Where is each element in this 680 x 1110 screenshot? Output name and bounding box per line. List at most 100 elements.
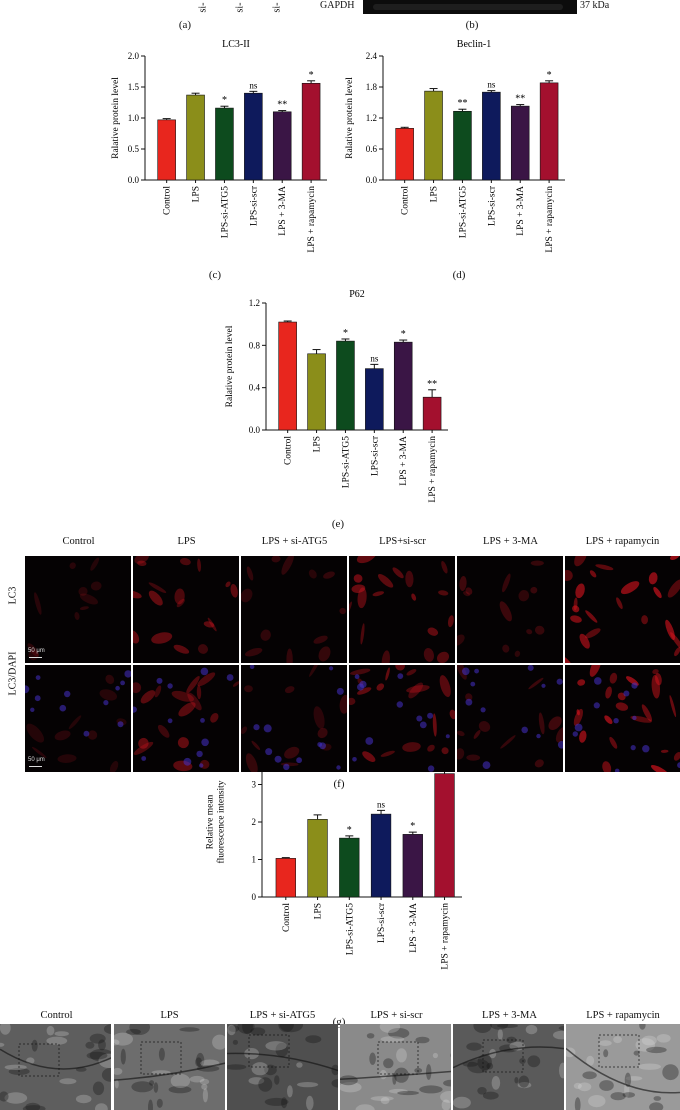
micrograph-cells xyxy=(241,556,346,663)
nucleus-dot xyxy=(574,723,583,732)
cell-signal xyxy=(534,625,545,635)
cell-signal xyxy=(459,576,467,591)
micrograph-tile xyxy=(565,665,680,772)
bar xyxy=(339,837,360,898)
em-organelle xyxy=(514,1077,519,1084)
cell-signal xyxy=(241,726,248,734)
em-organelle xyxy=(558,1025,564,1031)
cell-signal xyxy=(109,760,119,772)
nucleus-dot xyxy=(642,745,650,753)
cell-signal xyxy=(402,742,421,752)
em-organelle xyxy=(573,1082,582,1089)
significance-label: ns xyxy=(370,353,379,363)
y-tick-label: 1.8 xyxy=(366,82,378,92)
em-organelle xyxy=(86,1051,108,1060)
cell-signal xyxy=(465,693,473,701)
nucleus-dot xyxy=(359,680,367,688)
nucleus-dot xyxy=(133,706,137,713)
bar xyxy=(402,834,423,898)
cell-signal xyxy=(376,683,385,691)
nucleus-dot xyxy=(156,677,163,684)
em-organelle xyxy=(22,1105,46,1110)
cell-signal xyxy=(140,690,156,704)
western-blot-strip xyxy=(363,0,577,14)
em-organelle xyxy=(574,1097,581,1110)
em-col-3ma: LPS + 3-MA xyxy=(482,1010,537,1021)
nucleus-dot xyxy=(593,702,600,709)
em-organelle xyxy=(331,1079,338,1088)
cell-signal xyxy=(609,672,618,684)
em-organelle xyxy=(265,1041,287,1051)
panel-label-d: (d) xyxy=(452,269,466,281)
nucleus-dot xyxy=(630,745,636,751)
em-image xyxy=(0,1024,111,1110)
mic-col-si-scr: LPS+si-scr xyxy=(379,536,426,547)
nucleus-dot xyxy=(115,685,120,691)
cell-signal xyxy=(148,590,163,606)
cell-signal xyxy=(138,737,149,749)
nucleus-dot xyxy=(117,721,124,728)
nucleus-dot xyxy=(352,757,357,762)
em-zoom-box xyxy=(482,1039,524,1073)
cell-signal xyxy=(356,556,377,564)
em-zoom-box xyxy=(598,1034,640,1068)
em-organelle xyxy=(189,1075,205,1083)
cell-signal xyxy=(357,687,372,695)
em-organelle xyxy=(228,1025,240,1032)
x-tick-label: Control xyxy=(284,436,294,465)
cell-signal xyxy=(548,716,562,731)
nucleus-dot xyxy=(296,757,302,764)
em-organelle xyxy=(250,1027,266,1036)
em-organelle xyxy=(103,1024,111,1035)
nucleus-dot xyxy=(419,721,427,729)
y-tick-label: 1 xyxy=(252,855,257,865)
em-organelle xyxy=(287,1085,293,1098)
cell-signal xyxy=(178,702,196,717)
x-tick-label: LPS-si-scr xyxy=(249,185,259,226)
em-organelle xyxy=(466,1042,482,1051)
cell-signal xyxy=(609,736,618,749)
cell-signal xyxy=(79,606,89,610)
em-organelle xyxy=(443,1079,451,1087)
em-organelle xyxy=(497,1024,518,1028)
em-organelle xyxy=(89,1048,111,1062)
y-tick-label: 3 xyxy=(252,780,257,790)
cell-signal xyxy=(439,675,451,698)
cell-signal xyxy=(197,558,202,572)
cell-signal xyxy=(651,675,661,699)
cell-signal xyxy=(616,597,623,610)
em-column-labels: Control LPS LPS + si-ATG5 LPS + si-scr L… xyxy=(0,1010,680,1024)
micrograph-tile xyxy=(133,665,239,772)
y-tick-label: 2.4 xyxy=(366,51,378,61)
em-image xyxy=(340,1024,451,1110)
bar xyxy=(434,773,455,898)
nucleus-dot xyxy=(594,677,602,685)
cell-signal xyxy=(641,615,649,625)
em-organelle xyxy=(129,1024,150,1035)
em-texture xyxy=(340,1024,451,1110)
cell-signal xyxy=(576,709,580,716)
x-tick-label: LPS xyxy=(314,903,324,919)
em-organelle xyxy=(114,1039,120,1046)
cell-signal xyxy=(652,669,659,675)
em-organelle xyxy=(4,1064,27,1070)
nucleus-dot xyxy=(462,667,470,676)
em-organelle xyxy=(625,1076,643,1081)
cell-signal xyxy=(670,556,680,561)
nucleus-dot xyxy=(249,665,255,669)
significance-label: ** xyxy=(427,379,437,390)
cell-signal xyxy=(197,644,209,654)
nucleus-dot xyxy=(283,763,290,771)
cell-signal xyxy=(318,646,331,662)
cell-signal xyxy=(408,682,424,699)
x-tick-label: LPS-si-ATG5 xyxy=(458,186,468,239)
em-organelle xyxy=(635,1038,656,1052)
cell-signal xyxy=(585,610,598,623)
em-organelle xyxy=(98,1039,106,1051)
significance-label: ns xyxy=(487,80,496,90)
em-organelle xyxy=(92,1081,105,1096)
em-organelle xyxy=(306,1095,314,1110)
cell-signal xyxy=(465,587,473,595)
cell-signal xyxy=(615,702,629,711)
